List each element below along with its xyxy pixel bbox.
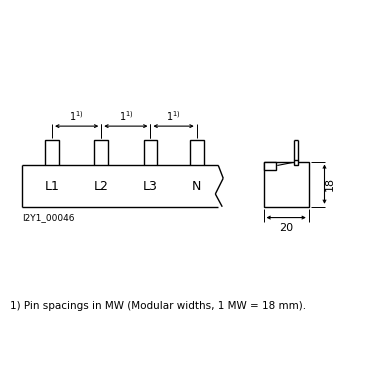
Bar [144,140,157,166]
Text: 1$^{1)}$: 1$^{1)}$ [119,109,133,123]
Bar [293,159,298,166]
Bar [190,140,204,166]
Text: 18: 18 [325,177,335,191]
Text: 1$^{1)}$: 1$^{1)}$ [166,109,181,123]
Bar [264,162,276,171]
Text: 1$^{1)}$: 1$^{1)}$ [69,109,84,123]
Bar [264,162,309,207]
Bar [94,140,108,166]
Text: L2: L2 [94,180,109,192]
Text: L3: L3 [143,180,158,192]
Text: 1) Pin spacings in MW (Modular widths, 1 MW = 18 mm).: 1) Pin spacings in MW (Modular widths, 1… [10,301,306,311]
Text: 20: 20 [279,223,293,233]
Text: L1: L1 [45,180,60,192]
Bar [45,140,59,166]
Text: N: N [192,180,201,192]
Text: I2Y1_00046: I2Y1_00046 [22,213,74,222]
